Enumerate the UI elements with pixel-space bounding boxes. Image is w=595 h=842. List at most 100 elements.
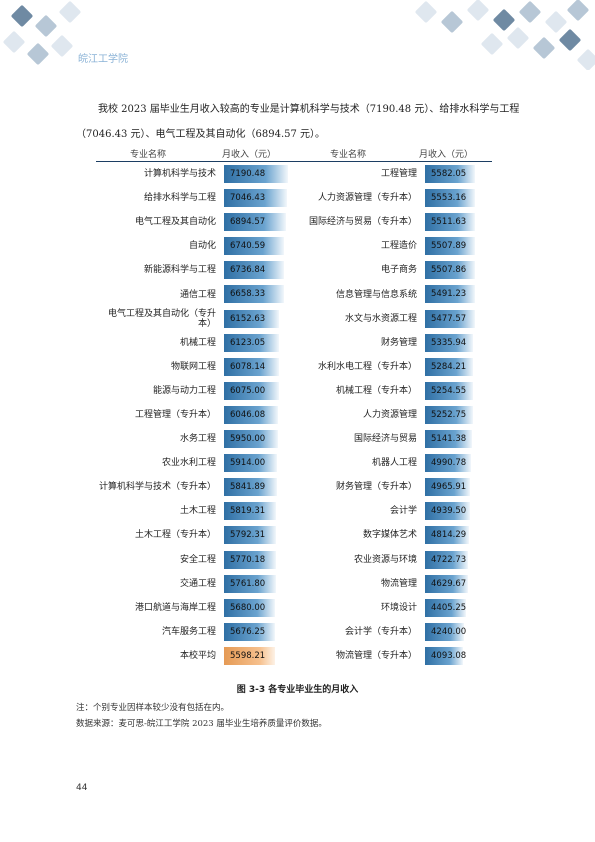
income-bar: [425, 646, 463, 665]
decor-tile: [559, 29, 581, 51]
income-value: 5819.31: [230, 506, 266, 517]
major-name: 物联网工程: [170, 361, 216, 372]
income-bar: [224, 478, 277, 497]
income-bar: [224, 309, 280, 328]
income-value: 5680.00: [230, 602, 266, 613]
income-value: 5507.89: [431, 241, 467, 252]
figure-caption: 图 3-3 各专业毕业生的月收入: [236, 685, 359, 695]
income-value: 5335.94: [431, 337, 467, 348]
income-bar: [425, 550, 469, 569]
major-name: 农业资源与环境: [353, 554, 417, 565]
table-row: 自动化 6740.59 工程造价 5507.89: [96, 234, 492, 258]
major-name: 物流管理（专升本）: [335, 650, 417, 661]
income-value: 4814.29: [431, 530, 467, 541]
table-row: 土木工程 5819.31 会计学 4939.50: [96, 499, 492, 523]
col-header-income-left: 月收入（元）: [222, 150, 277, 160]
income-bar: [425, 478, 471, 497]
income-value: 4722.73: [431, 554, 467, 565]
income-bar: [224, 526, 277, 545]
col-header-major-left: 专业名称: [130, 150, 167, 160]
income-bar: [224, 357, 279, 376]
table-row: 本校平均 5598.21 物流管理（专升本） 4093.08: [96, 644, 492, 668]
income-value: 6123.05: [230, 337, 266, 348]
table-row: 电气工程及其自动化 6894.57 国际经济与贸易（专升本） 5511.63: [96, 210, 492, 234]
income-value: 6736.84: [230, 265, 266, 276]
decor-tile: [577, 49, 595, 70]
major-name: 物流管理: [380, 578, 417, 589]
col-header-major-right: 专业名称: [330, 150, 367, 160]
decor-tile: [507, 27, 529, 49]
income-bar: [425, 261, 475, 280]
major-name: 财务管理: [380, 337, 417, 348]
income-bar: [425, 333, 474, 352]
income-bar: [425, 598, 466, 617]
major-name: 机器人工程: [371, 458, 417, 469]
income-value: 5254.55: [431, 385, 467, 396]
income-bar: [224, 430, 278, 449]
income-value: 5676.25: [230, 626, 266, 637]
income-value: 7190.48: [230, 169, 266, 179]
major-name: 交通工程: [179, 578, 216, 589]
income-value: 6894.57: [230, 217, 266, 228]
major-name: 会计学（专升本）: [344, 626, 417, 637]
major-name: 土木工程（专升本）: [134, 530, 216, 541]
footnote: 注：个别专业因样本较少没有包括在内。: [76, 703, 230, 713]
major-name: 机械工程: [179, 337, 216, 348]
major-name: 国际经济与贸易: [353, 434, 417, 445]
decor-tile: [545, 11, 567, 33]
major-name: 国际经济与贸易（专升本）: [308, 217, 417, 228]
decor-tile: [51, 35, 73, 57]
income-bar: [425, 574, 468, 593]
income-value: 7046.43: [230, 193, 266, 204]
major-name: 信息管理与信息系统: [335, 289, 417, 300]
income-value: 4093.08: [431, 650, 467, 661]
income-value: 5841.89: [230, 482, 266, 493]
table-row: 物联网工程 6078.14 水利水电工程（专升本） 5284.21: [96, 355, 492, 379]
income-value: 5477.57: [431, 313, 467, 324]
header-decoration-tiles: [3, 0, 595, 70]
income-value: 4965.91: [431, 482, 467, 493]
income-bar: [425, 213, 475, 232]
income-value: 5914.00: [230, 458, 266, 469]
major-name: 电子商务: [380, 265, 417, 276]
income-value: 4405.25: [431, 602, 467, 613]
income-value: 5284.21: [431, 361, 467, 372]
col-header-income-right: 月收入（元）: [419, 150, 474, 160]
major-name: 数字媒体艺术: [362, 530, 417, 541]
page-number: 44: [76, 783, 88, 793]
income-bar: [224, 574, 276, 593]
income-value: 5141.38: [431, 434, 467, 445]
major-name: 本校平均: [179, 650, 216, 661]
major-name: 自动化: [188, 241, 216, 252]
income-bar: [224, 189, 287, 208]
income-value: 6658.33: [230, 289, 266, 300]
table-row: 能源与动力工程 6075.00 机械工程（专升本） 5254.55: [96, 379, 492, 403]
income-bar: [425, 309, 475, 328]
major-name: 会计学: [389, 506, 417, 517]
income-value: 5770.18: [230, 554, 266, 565]
income-bar: [224, 285, 284, 304]
major-name: 工程管理（专升本）: [134, 409, 216, 420]
income-bar: [224, 550, 277, 569]
income-value: 6078.14: [230, 361, 266, 372]
major-name: 电气工程及其自动化（专升本）: [107, 308, 216, 329]
major-name: 水利水电工程（专升本）: [317, 361, 417, 372]
decor-tile: [481, 33, 503, 55]
income-table: 专业名称 月收入（元） 专业名称 月收入（元） 计算机科学与技术 7190.48 工…: [96, 144, 492, 668]
decor-tile: [3, 31, 25, 53]
income-value: 6152.63: [230, 313, 266, 324]
major-name: 土木工程: [179, 506, 216, 517]
income-value: 5511.63: [431, 217, 467, 228]
table-row: 水务工程 5950.00 国际经济与贸易 5141.38: [96, 427, 492, 451]
income-bar: [224, 502, 277, 521]
major-name: 水文与水资源工程: [344, 313, 417, 324]
income-bar: [425, 165, 476, 183]
school-name: 皖江工学院: [78, 54, 128, 65]
income-value: 6740.59: [230, 241, 266, 252]
income-bar: [425, 285, 475, 304]
major-name: 机械工程（专升本）: [335, 385, 417, 396]
income-bar: [224, 261, 285, 280]
major-name: 环境设计: [380, 602, 417, 613]
major-name: 给排水科学与工程: [143, 193, 216, 204]
intro-paragraph: 我校 2023 届毕业生月收入较高的专业是计算机科学与技术（7190.48 元）…: [76, 104, 520, 140]
